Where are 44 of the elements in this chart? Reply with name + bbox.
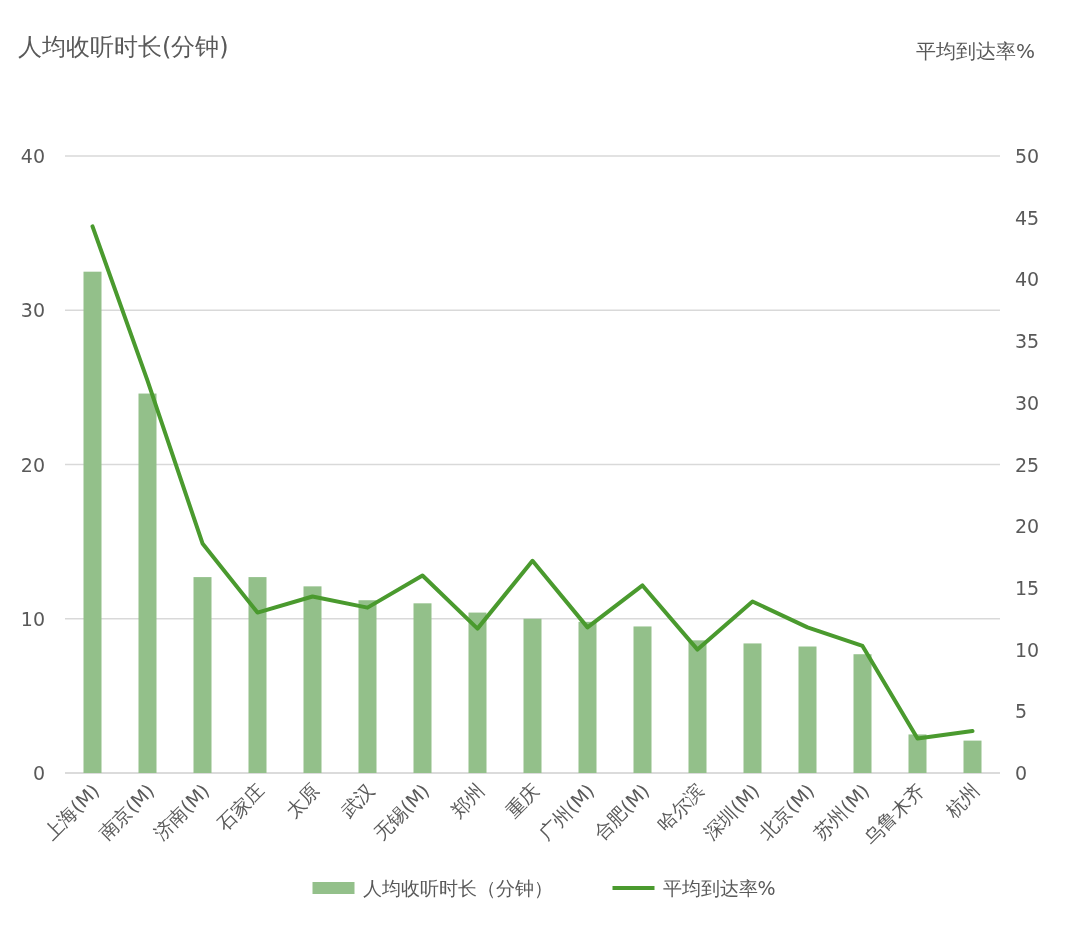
bar	[413, 603, 432, 773]
bar	[468, 612, 487, 773]
bar	[578, 621, 597, 773]
bar	[303, 586, 322, 773]
y2-tick-label: 10	[1015, 638, 1040, 661]
y2-tick-label: 20	[1015, 515, 1040, 538]
y2-tick-label: 50	[1015, 145, 1040, 167]
bar	[908, 734, 927, 773]
bar	[688, 640, 707, 773]
bar	[798, 646, 817, 773]
x-tick-label: 重庆	[500, 779, 544, 822]
bar	[83, 271, 102, 773]
y2-tick-label: 25	[1015, 453, 1040, 476]
y2-tick-label: 5	[1015, 700, 1028, 723]
y2-tick-label: 15	[1015, 576, 1040, 599]
legend-label: 人均收听时长（分钟）	[362, 877, 553, 899]
x-tick-label: 石家庄	[212, 779, 269, 836]
y-tick-label: 0	[32, 762, 45, 784]
y2-tick-label: 45	[1015, 206, 1040, 229]
y2-tick-label: 0	[1015, 762, 1028, 784]
x-tick-label: 太原	[280, 779, 324, 822]
y-tick-label: 40	[20, 145, 45, 167]
bar	[138, 393, 157, 773]
bar	[743, 643, 762, 773]
x-tick-label: 郑州	[445, 779, 489, 822]
y2-axis-title: 平均到达率%	[915, 39, 1035, 63]
bar	[248, 577, 267, 773]
bar	[358, 600, 377, 773]
bar	[523, 618, 542, 773]
bar	[193, 577, 212, 773]
bar	[963, 740, 982, 773]
legend-label: 平均到达率%	[662, 877, 776, 899]
bar	[853, 654, 872, 773]
x-tick-label: 杭州	[940, 779, 984, 823]
y2-tick-label: 30	[1015, 391, 1040, 414]
bar	[633, 626, 652, 773]
y-axis-title: 人均收听时长(分钟)	[18, 33, 229, 61]
y2-tick-label: 40	[1015, 268, 1040, 291]
y-tick-label: 30	[20, 299, 45, 322]
y-tick-label: 20	[20, 453, 45, 476]
x-tick-label: 武汉	[335, 779, 379, 822]
y2-tick-label: 35	[1015, 330, 1040, 353]
line-series	[90, 224, 975, 741]
y-tick-label: 10	[20, 607, 45, 630]
